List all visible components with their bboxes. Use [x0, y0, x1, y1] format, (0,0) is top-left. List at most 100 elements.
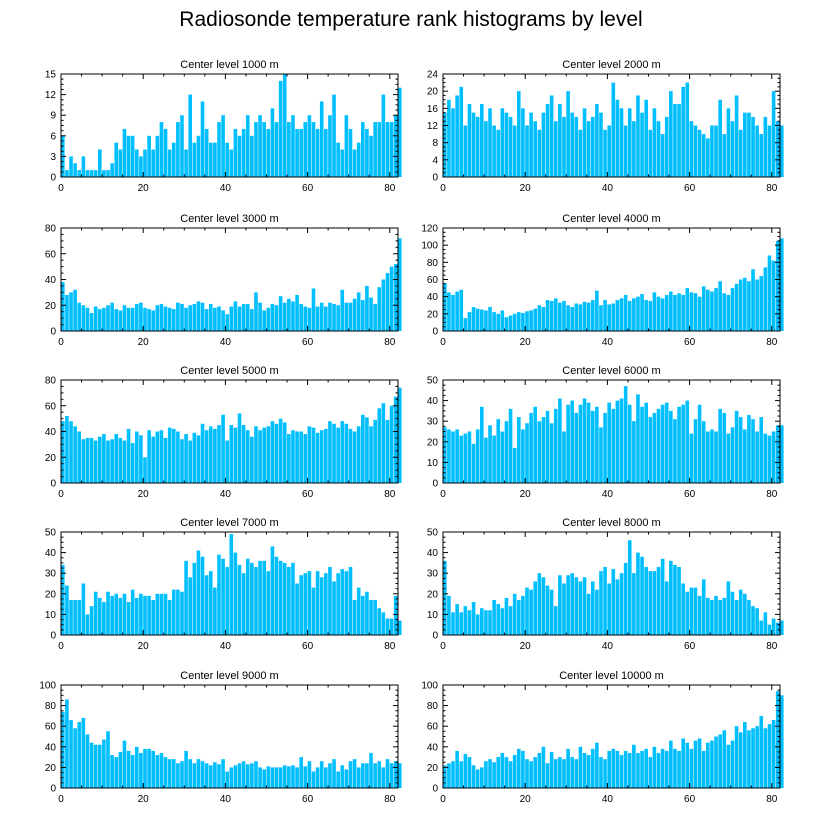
histogram-bar — [697, 595, 702, 635]
histogram-bar — [451, 612, 455, 635]
histogram-bar — [328, 115, 332, 177]
histogram-bar — [356, 587, 361, 635]
histogram-bar — [780, 125, 784, 177]
histogram-bar — [541, 417, 546, 483]
histogram-bar — [566, 91, 570, 177]
histogram-bar — [332, 303, 336, 331]
histogram-bar — [755, 279, 759, 331]
histogram-bar — [578, 404, 583, 483]
histogram-bar — [525, 125, 529, 177]
histogram-bar — [730, 427, 735, 483]
histogram-bar — [747, 730, 751, 788]
histogram-bar — [595, 290, 599, 331]
histogram-bar — [693, 125, 698, 177]
histogram-bar — [241, 303, 246, 331]
histogram-bar — [340, 765, 345, 788]
x-tick-label: 80 — [766, 183, 778, 194]
histogram-bar — [299, 575, 303, 635]
histogram-bar — [237, 763, 242, 788]
x-tick-label: 80 — [384, 641, 396, 652]
histogram-bar — [204, 575, 209, 635]
histogram-bar — [706, 138, 710, 178]
histogram-bar — [504, 757, 509, 788]
histogram-bar — [278, 767, 283, 788]
histogram-bar — [340, 149, 345, 177]
histogram-bar — [258, 560, 262, 635]
histogram-bar — [710, 291, 714, 331]
histogram-bar — [767, 724, 772, 788]
histogram-bar — [488, 425, 492, 483]
histogram-bar — [85, 170, 90, 177]
histogram-bar — [780, 620, 784, 635]
histogram-bar — [607, 125, 611, 177]
histogram-bar — [130, 589, 135, 635]
histogram-bar — [159, 122, 164, 177]
histogram-bar — [385, 759, 390, 788]
histogram-bar — [590, 748, 595, 788]
histogram-bar — [352, 431, 357, 483]
histogram-bar — [677, 750, 681, 788]
histogram-bar — [599, 757, 603, 788]
histogram-bar — [488, 108, 492, 177]
histogram-bar — [566, 748, 570, 788]
histogram-bar — [718, 734, 722, 788]
histogram-bar — [241, 573, 246, 635]
x-tick-label: 80 — [766, 337, 778, 348]
histogram-bar — [188, 305, 193, 331]
histogram-bar — [492, 435, 496, 483]
y-tick-label: 0 — [50, 479, 56, 490]
histogram-bar — [134, 597, 139, 635]
histogram-bar — [287, 298, 291, 331]
histogram-bar — [484, 610, 488, 635]
histogram-bar — [697, 129, 702, 177]
histogram-bar — [603, 129, 607, 177]
histogram-bar — [558, 398, 562, 483]
histogram-bar — [282, 422, 287, 483]
histogram-bar — [574, 412, 579, 483]
histogram-bar — [134, 431, 139, 483]
histogram-bar — [759, 715, 764, 788]
histogram-bar — [496, 757, 501, 788]
histogram-bar — [311, 122, 316, 177]
histogram-bar — [204, 430, 209, 483]
histogram-bar — [348, 761, 353, 788]
histogram-bar — [447, 429, 451, 483]
histogram-bar — [299, 303, 303, 331]
histogram-bar — [689, 121, 694, 177]
histogram-bar — [270, 767, 275, 788]
histogram-bar — [549, 423, 554, 483]
histogram-bar — [385, 419, 390, 483]
histogram-bar — [180, 761, 184, 788]
histogram-bar — [767, 624, 772, 635]
histogram-panel-6: Center level 6000 m 0 10 20 30 40 50 0 20 40 60 80 — [427, 365, 784, 500]
histogram-bar — [118, 597, 123, 635]
histogram-bar — [167, 759, 172, 788]
histogram-bar — [570, 112, 575, 178]
histogram-bar — [102, 602, 106, 635]
histogram-bar — [697, 296, 702, 331]
histogram-bar — [718, 599, 722, 635]
histogram-bar — [562, 300, 566, 331]
histogram-bar — [139, 752, 143, 788]
histogram-bar — [118, 751, 123, 788]
histogram-bar — [664, 116, 669, 177]
histogram-bar — [562, 759, 566, 788]
histogram-bar — [126, 602, 131, 635]
x-tick-label: 20 — [520, 489, 532, 500]
histogram-bar — [163, 593, 168, 635]
histogram-bar — [496, 604, 501, 635]
histogram-bar — [644, 748, 648, 788]
histogram-bar — [291, 115, 295, 177]
histogram-bar — [730, 740, 735, 788]
histogram-bar — [184, 149, 188, 177]
histogram-bar — [545, 104, 550, 177]
histogram-bar — [652, 746, 657, 788]
histogram-bar — [685, 400, 690, 483]
histogram-bar — [603, 567, 607, 635]
histogram-bar — [656, 567, 661, 635]
histogram-bar — [479, 406, 484, 483]
histogram-bar — [233, 552, 238, 635]
histogram-bar — [759, 134, 764, 177]
histogram-bar — [295, 583, 299, 635]
histogram-bar — [759, 620, 764, 635]
